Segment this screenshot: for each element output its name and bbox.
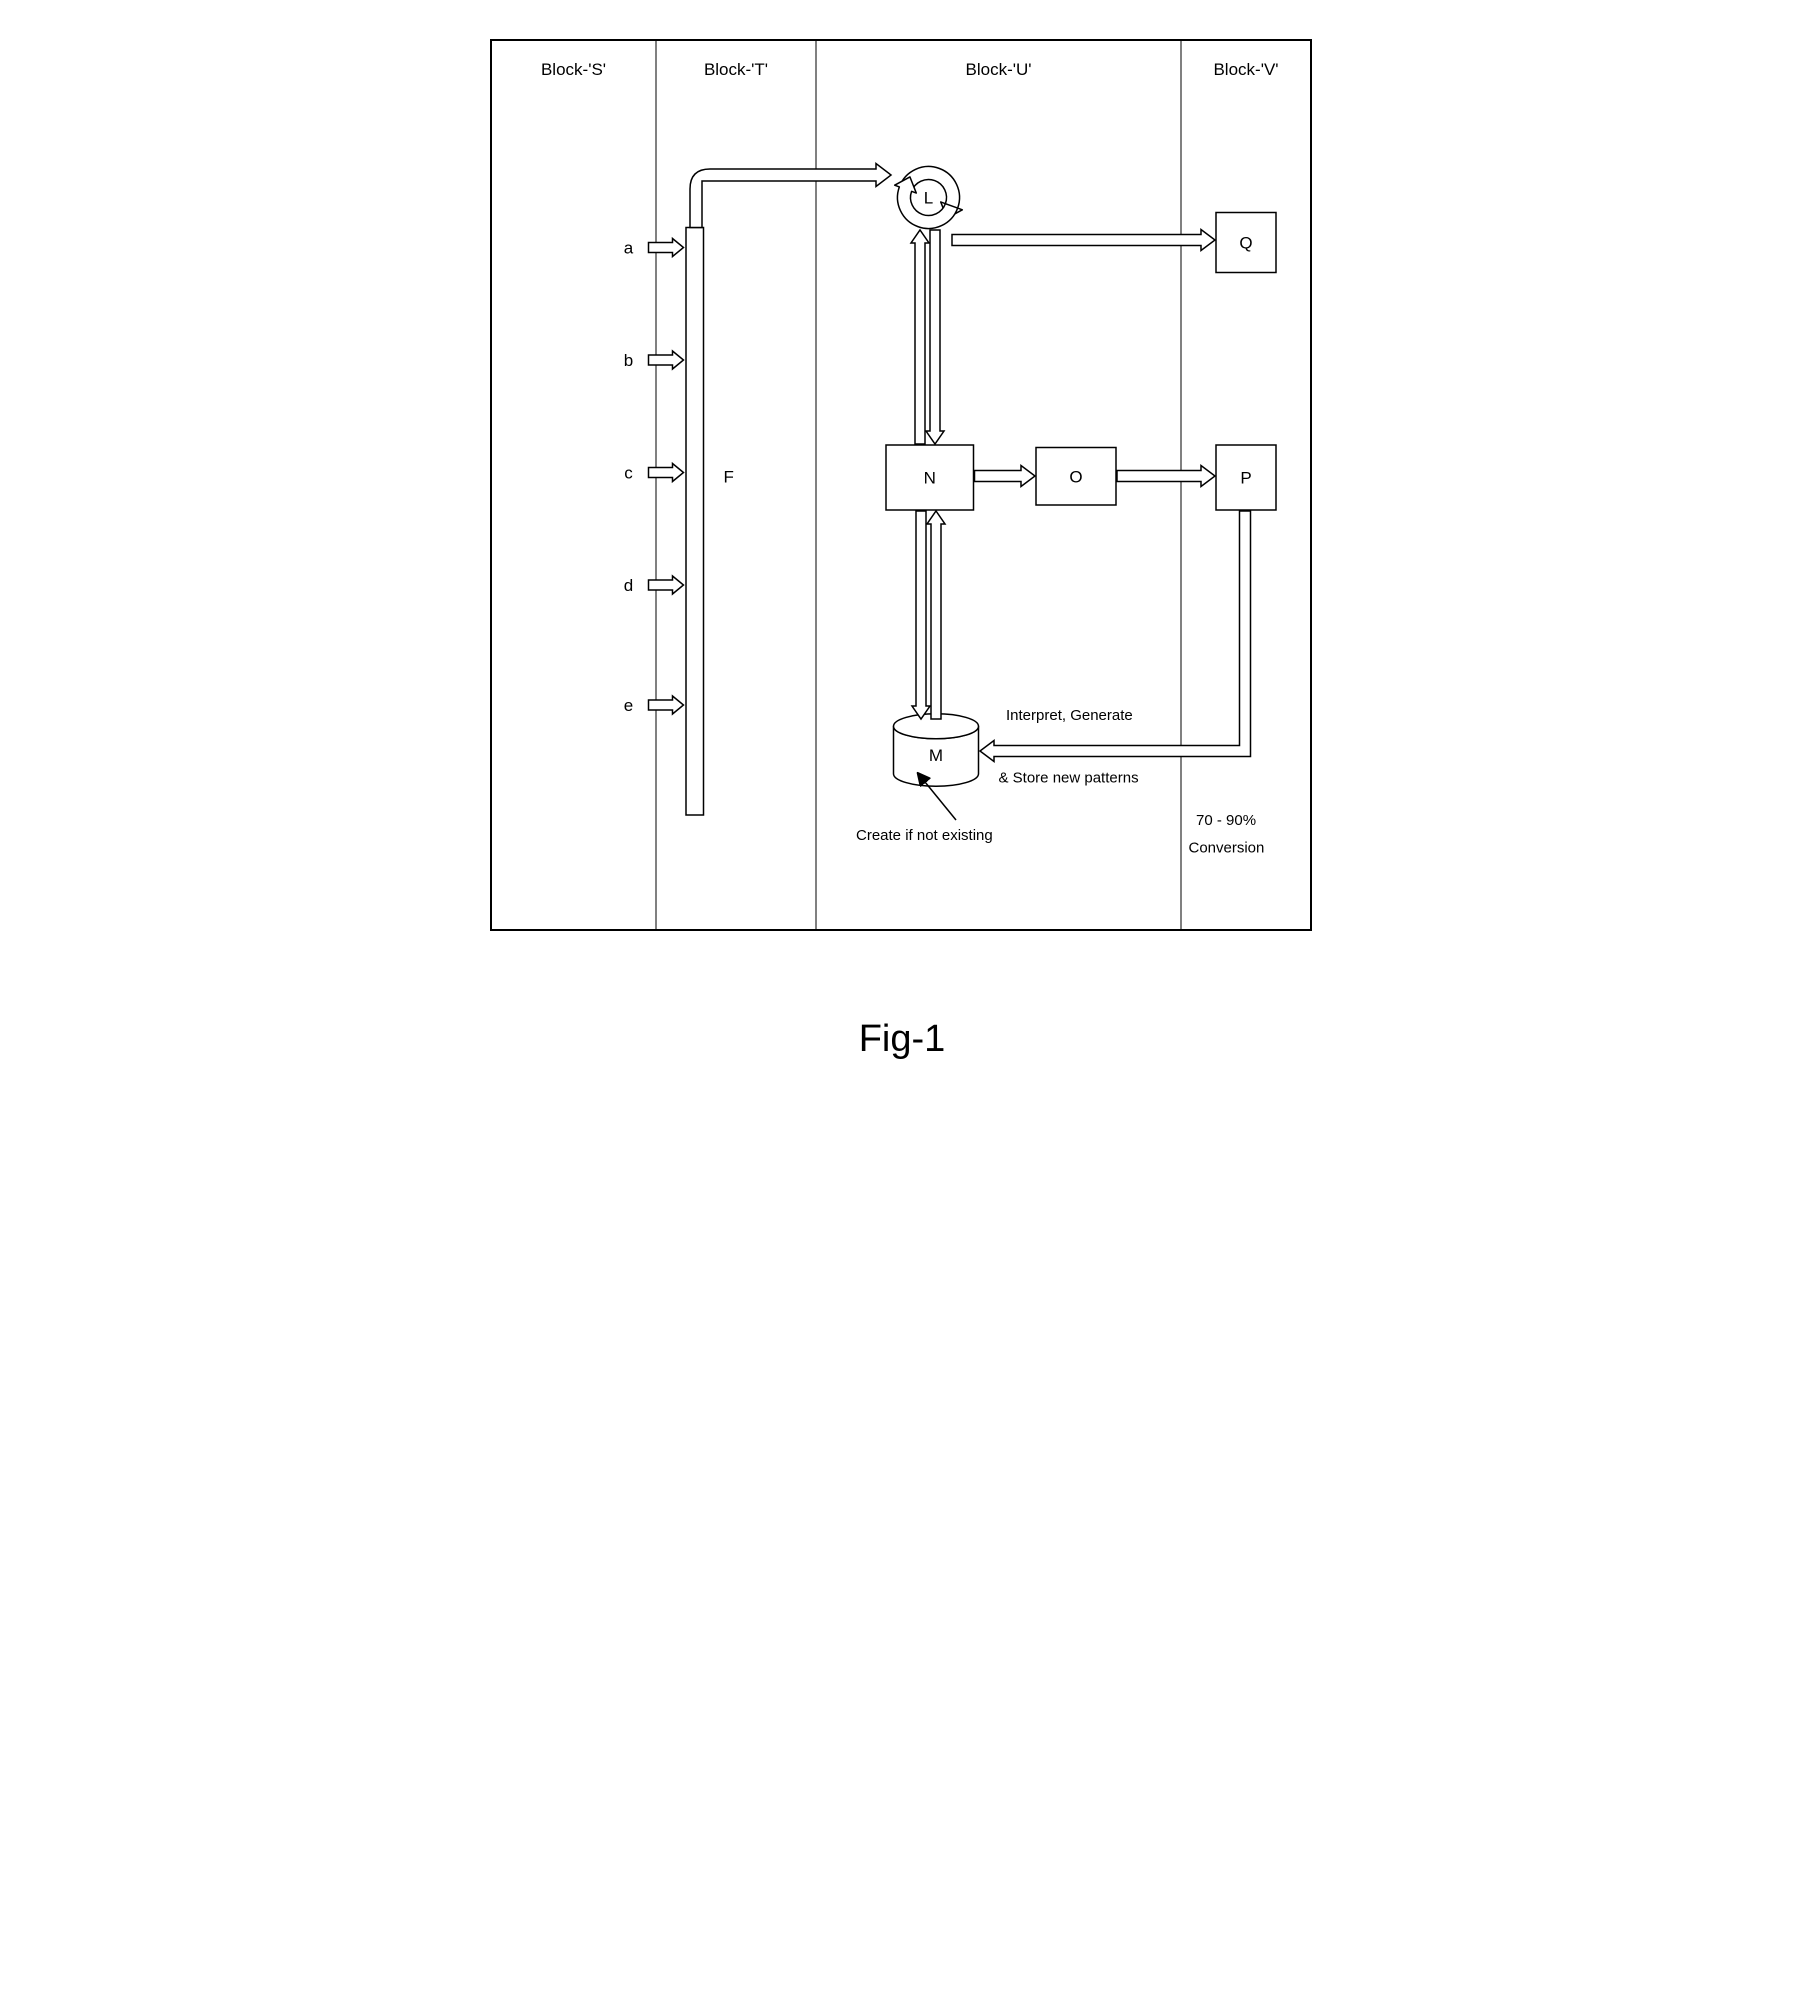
svg-text:a: a bbox=[624, 239, 634, 258]
svg-text:e: e bbox=[624, 696, 633, 715]
svg-text:O: O bbox=[1069, 467, 1082, 486]
svg-text:Block-'T': Block-'T' bbox=[704, 60, 768, 79]
svg-text:P: P bbox=[1240, 469, 1251, 488]
svg-text:Create if not existing: Create if not existing bbox=[856, 827, 993, 844]
svg-text:Block-'U': Block-'U' bbox=[966, 60, 1032, 79]
svg-text:N: N bbox=[924, 469, 936, 488]
svg-text:& Store new patterns: & Store new patterns bbox=[999, 770, 1139, 787]
svg-text:Q: Q bbox=[1239, 234, 1252, 253]
figure-caption: Fig-1 bbox=[859, 1018, 946, 1061]
svg-text:Interpret, Generate: Interpret, Generate bbox=[1006, 707, 1133, 724]
figure-svg: Block-'S' Block-'T' Block-'U' Block-'V' Fa b c… bbox=[451, 20, 1353, 1000]
svg-text:Block-'S': Block-'S' bbox=[541, 60, 606, 79]
svg-text:b: b bbox=[624, 351, 633, 370]
svg-text:Conversion: Conversion bbox=[1189, 840, 1265, 857]
svg-text:F: F bbox=[724, 468, 734, 487]
svg-text:c: c bbox=[624, 464, 633, 483]
svg-text:d: d bbox=[624, 576, 633, 595]
svg-text:70 - 90%: 70 - 90% bbox=[1196, 812, 1256, 829]
svg-text:M: M bbox=[929, 746, 943, 765]
svg-text:Block-'V': Block-'V' bbox=[1213, 60, 1278, 79]
svg-text:L: L bbox=[924, 189, 933, 208]
